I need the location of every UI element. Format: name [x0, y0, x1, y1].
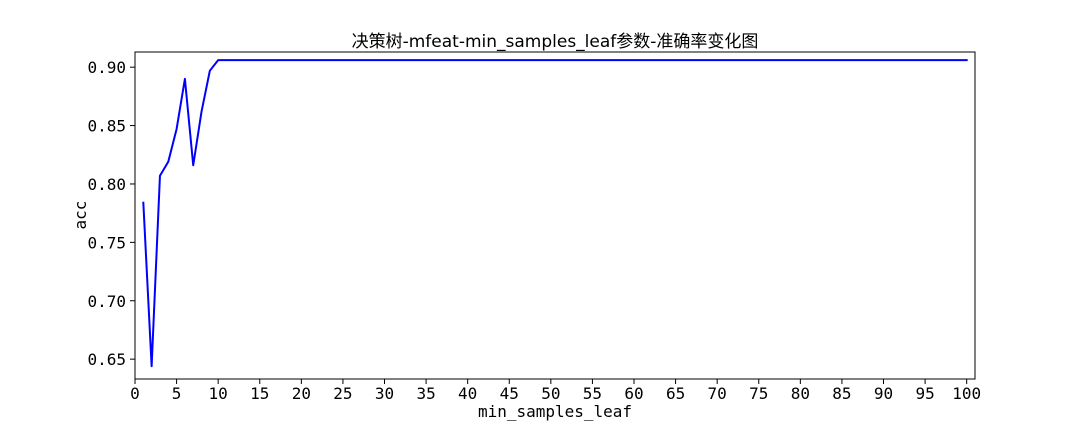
x-tick-label-40: 40 [458, 384, 477, 403]
x-tick-label-25: 25 [333, 384, 352, 403]
y-tick-label-2: 0.75 [87, 233, 126, 252]
x-tick-label-100: 100 [952, 384, 981, 403]
x-tick-label-20: 20 [292, 384, 311, 403]
x-tick-label-55: 55 [583, 384, 602, 403]
x-tick-label-70: 70 [708, 384, 727, 403]
x-tick-label-30: 30 [375, 384, 394, 403]
y-tick-label-0: 0.65 [87, 350, 126, 369]
y-tick-label-1: 0.70 [87, 292, 126, 311]
x-tick-label-15: 15 [250, 384, 269, 403]
x-tick-label-85: 85 [832, 384, 851, 403]
plot-area: 0 5 10 15 20 25 30 35 40 45 50 55 60 65 70 75 80 85 90 95 10… [87, 51, 981, 403]
x-tick-label-95: 95 [915, 384, 934, 403]
x-tick-label-60: 60 [624, 384, 643, 403]
x-axis-label: min_samples_leaf [478, 402, 632, 421]
x-tick-label-0: 0 [130, 384, 140, 403]
x-tick-label-90: 90 [874, 384, 893, 403]
x-tick-label-50: 50 [541, 384, 560, 403]
x-tick-label-5: 5 [172, 384, 182, 403]
y-tick-label-4: 0.85 [87, 117, 126, 136]
y-tick-label-3: 0.80 [87, 175, 126, 194]
x-tick-label-65: 65 [666, 384, 685, 403]
chart-title: 决策树-mfeat-min_samples_leaf参数-准确率变化图 [352, 32, 759, 52]
x-tick-label-80: 80 [791, 384, 810, 403]
y-tick-label-5: 0.90 [87, 58, 126, 77]
plot-frame [134, 51, 976, 380]
series-line-0 [142, 59, 968, 368]
y-axis-label: acc [71, 201, 90, 230]
x-tick-label-45: 45 [500, 384, 519, 403]
x-tick-label-10: 10 [209, 384, 228, 403]
x-tick-label-75: 75 [749, 384, 768, 403]
x-tick-label-35: 35 [416, 384, 435, 403]
